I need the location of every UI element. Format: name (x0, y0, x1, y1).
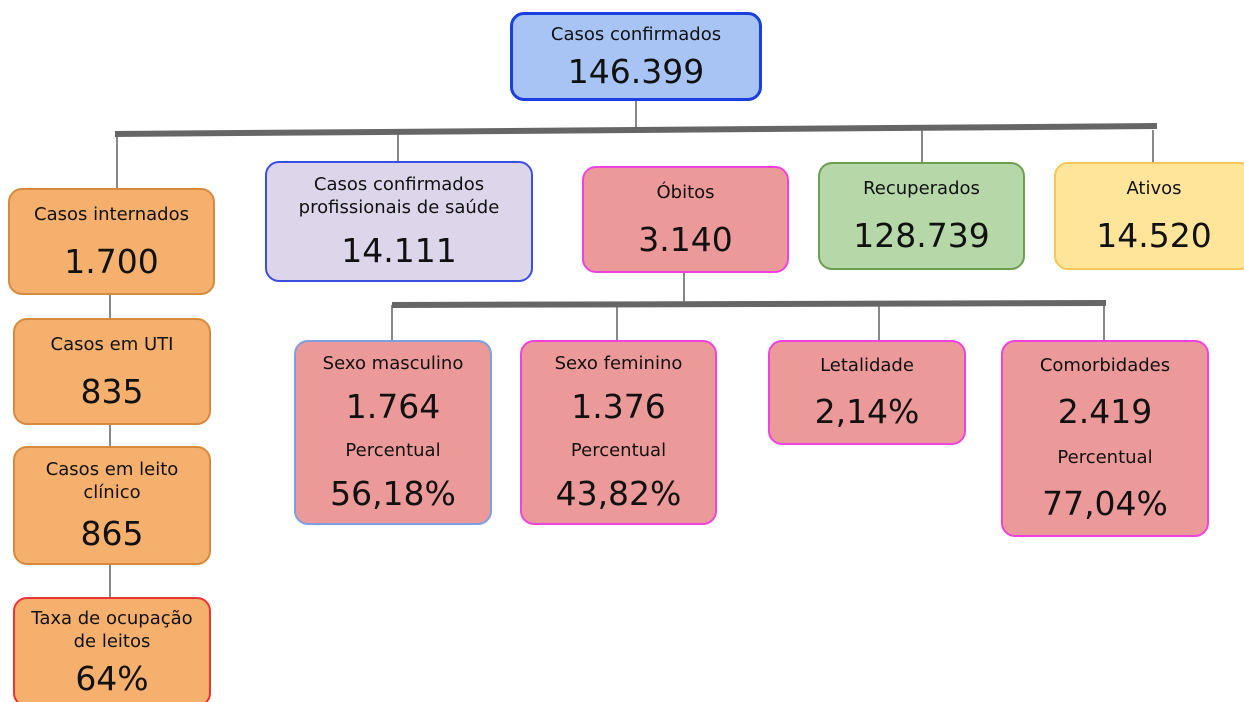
node-label: Casos em leito clínico (45, 458, 179, 503)
node-value: 64% (75, 658, 149, 698)
node-value: 1.700 (64, 241, 159, 281)
node: Letalidade 2,14% (768, 340, 966, 445)
node: Casos em leito clínico 865 (13, 446, 211, 565)
node-sub-label: Percentual (345, 439, 441, 461)
node-value: 128.739 (853, 216, 990, 256)
node-value: 835 (80, 371, 144, 411)
root-node: Casos confirmados 146.399 (510, 12, 762, 101)
node-label: Casos confirmados profissionais de saúde (298, 174, 500, 219)
node-value: 14.111 (341, 230, 457, 270)
node-value: 1.764 (345, 387, 441, 427)
node-label: Ativos (1126, 177, 1182, 199)
node: Sexo feminino 1.376 Percentual 43,82% (520, 340, 717, 525)
node: Recuperados 128.739 (818, 162, 1025, 270)
node-value: 146.399 (567, 51, 705, 91)
node: Casos internados 1.700 (8, 188, 215, 295)
node-label: Sexo masculino (322, 353, 464, 375)
node-value: 865 (80, 514, 144, 554)
node-label: Comorbidades (1039, 354, 1171, 376)
node: Casos em UTI 835 (13, 318, 211, 425)
node-value: 2.419 (1057, 391, 1153, 431)
node-value: 1.376 (571, 387, 666, 427)
node-label: Casos em UTI (50, 333, 174, 355)
node-value: 3.140 (638, 219, 733, 259)
node-label: Sexo feminino (554, 353, 683, 375)
node-sub-value: 43,82% (555, 473, 682, 513)
node-label: Letalidade (820, 355, 914, 376)
node-sub-label: Percentual (1057, 447, 1153, 469)
node: Casos confirmados profissionais de saúde… (265, 161, 533, 282)
node-label: Casos internados (34, 203, 189, 225)
node: Comorbidades 2.419 Percentual 77,04% (1001, 340, 1209, 537)
node-value: 14.520 (1096, 216, 1212, 256)
node-value: 2,14% (814, 392, 920, 431)
node-label: Casos confirmados (550, 23, 722, 45)
node: Sexo masculino 1.764 Percentual 56,18% (294, 340, 492, 525)
node-sub-label: Percentual (570, 439, 667, 461)
node: Ativos 14.520 (1054, 162, 1244, 270)
node-label: Taxa de ocupação de leitos (31, 607, 193, 652)
node-label: Óbitos (656, 181, 715, 203)
node-label: Recuperados (863, 177, 980, 199)
node-sub-value: 77,04% (1042, 484, 1168, 524)
node: Taxa de ocupação de leitos 64% (13, 597, 211, 702)
node: Óbitos 3.140 (582, 166, 789, 273)
node-sub-value: 56,18% (330, 473, 456, 513)
